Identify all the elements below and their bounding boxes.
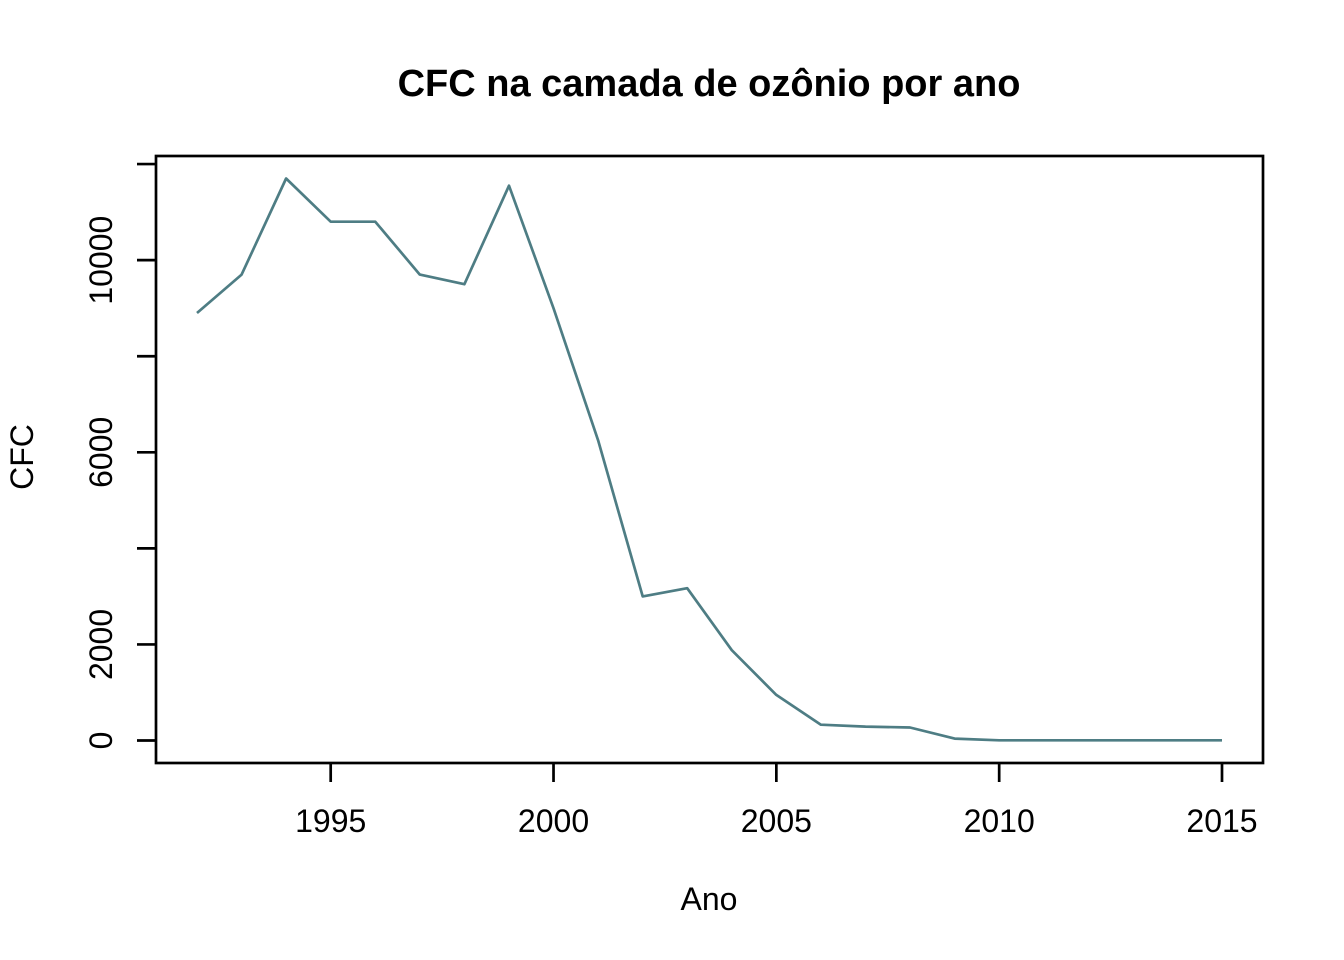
x-axis-label: Ano bbox=[681, 881, 738, 917]
x-tick-label: 1995 bbox=[295, 803, 366, 839]
x-tick-label: 2005 bbox=[741, 803, 812, 839]
plot-area: 1995 2000 2005 2010 2015 0 2000 6000 10000 bbox=[83, 154, 1265, 839]
x-tick-label: 2000 bbox=[518, 803, 589, 839]
x-tick-label: 2010 bbox=[964, 803, 1035, 839]
y-tick-label: 10000 bbox=[83, 216, 119, 305]
y-tick-label: 2000 bbox=[83, 609, 119, 680]
y-tick-label: 0 bbox=[83, 732, 119, 750]
x-tick-label: 2015 bbox=[1186, 803, 1257, 839]
y-axis-label: CFC bbox=[4, 424, 40, 490]
data-line-cfc bbox=[196, 177, 1222, 742]
plot-box bbox=[154, 154, 1265, 765]
y-tick-label: 6000 bbox=[83, 417, 119, 488]
chart-title: CFC na camada de ozônio por ano bbox=[398, 63, 1021, 105]
